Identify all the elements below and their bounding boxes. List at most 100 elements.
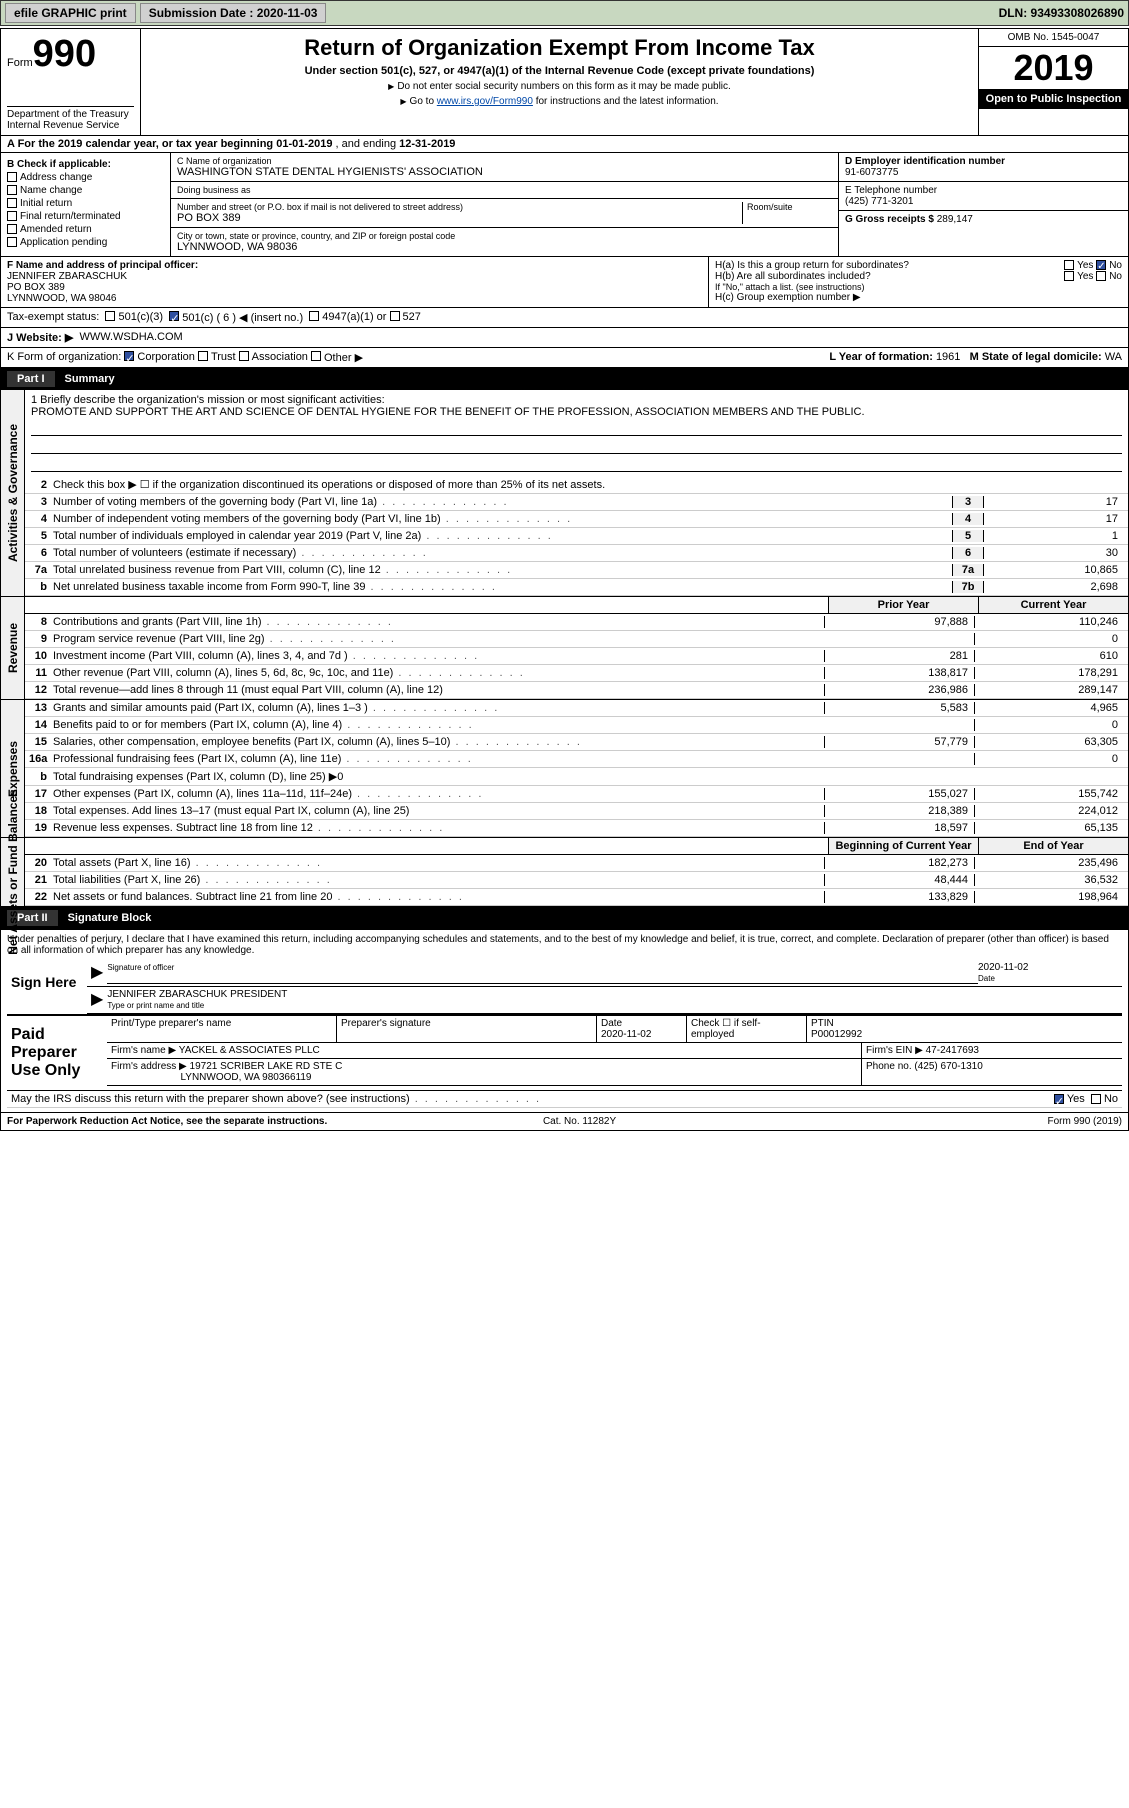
revenue-section: Revenue Prior YearCurrent Year 8Contribu… — [1, 597, 1128, 700]
officer-name-title: JENNIFER ZBARASCHUK PRESIDENT — [107, 989, 287, 1000]
side-revenue: Revenue — [1, 597, 25, 699]
form-prefix: Form — [7, 57, 33, 69]
chk-address-change[interactable] — [7, 172, 17, 182]
line-10-cy: 610 — [974, 650, 1124, 662]
chk-501c3[interactable] — [105, 311, 115, 321]
line-13-cy: 4,965 — [974, 702, 1124, 714]
chk-name-change[interactable] — [7, 185, 17, 195]
row-f-h: F Name and address of principal officer:… — [1, 257, 1128, 308]
street-address: PO BOX 389 — [177, 212, 742, 224]
chk-application-pending[interactable] — [7, 237, 17, 247]
section-h: H(a) Is this a group return for subordin… — [708, 257, 1128, 307]
section-b: B Check if applicable: Address change Na… — [1, 153, 171, 256]
firm-phone: (425) 670-1310 — [914, 1061, 982, 1072]
line-15-cy: 63,305 — [974, 736, 1124, 748]
chk-discuss-no[interactable] — [1091, 1094, 1101, 1104]
header-left: Form 990 Department of the Treasury Inte… — [1, 29, 141, 135]
form-990-2019: Form 990 (2019) — [1047, 1116, 1121, 1127]
ein: 91-6073775 — [845, 167, 1122, 178]
form-header: Form 990 Department of the Treasury Inte… — [1, 29, 1128, 136]
irs-link[interactable]: www.irs.gov/Form990 — [437, 96, 533, 107]
submission-date: Submission Date : 2020-11-03 — [140, 3, 327, 23]
section-d-e-g: D Employer identification number 91-6073… — [838, 153, 1128, 256]
firm-name: YACKEL & ASSOCIATES PLLC — [179, 1045, 320, 1056]
perjury-statement: Under penalties of perjury, I declare th… — [7, 934, 1122, 956]
chk-501c[interactable]: ✓ — [169, 311, 179, 321]
mission-text: PROMOTE AND SUPPORT THE ART AND SCIENCE … — [31, 406, 1122, 418]
chk-association[interactable] — [239, 351, 249, 361]
line-21-eoy: 36,532 — [974, 874, 1124, 886]
form-subtitle-3: Go to www.irs.gov/Form990 for instructio… — [149, 96, 970, 107]
side-activities: Activities & Governance — [1, 390, 25, 596]
chk-hb-no[interactable] — [1096, 271, 1106, 281]
header-right: OMB No. 1545-0047 2019 Open to Public In… — [978, 29, 1128, 135]
line-14-cy: 0 — [974, 719, 1124, 731]
line-16a-cy: 0 — [974, 753, 1124, 765]
chk-initial-return[interactable] — [7, 198, 17, 208]
gross-receipts: 289,147 — [937, 214, 973, 225]
omb-number: OMB No. 1545-0047 — [979, 29, 1128, 47]
dept-treasury: Department of the Treasury Internal Reve… — [7, 106, 134, 131]
chk-corporation[interactable]: ✓ — [124, 351, 134, 361]
efile-button[interactable]: efile GRAPHIC print — [5, 3, 136, 23]
line-4-value: 17 — [984, 513, 1124, 525]
year-formation: 1961 — [936, 351, 960, 363]
section-f: F Name and address of principal officer:… — [1, 257, 708, 307]
sign-here-label: Sign Here — [7, 960, 87, 1014]
website-url: WWW.WSDHA.COM — [79, 331, 182, 344]
part-1-header: Part I Summary — [1, 368, 1128, 390]
line-9-cy: 0 — [974, 633, 1124, 645]
section-c: C Name of organization WASHINGTON STATE … — [171, 153, 838, 256]
part-2-header: Part II Signature Block — [1, 907, 1128, 929]
ptin: P00012992 — [811, 1029, 862, 1040]
open-to-public: Open to Public Inspection — [979, 89, 1128, 109]
chk-other[interactable] — [311, 351, 321, 361]
form-page: Form 990 Department of the Treasury Inte… — [0, 28, 1129, 1131]
line-12-cy: 289,147 — [974, 684, 1124, 696]
chk-hb-yes[interactable] — [1064, 271, 1074, 281]
firm-address-1: 19721 SCRIBER LAKE RD STE C — [190, 1061, 343, 1072]
line-18-cy: 224,012 — [974, 805, 1124, 817]
state-domicile: WA — [1105, 351, 1122, 363]
line-5-value: 1 — [984, 530, 1124, 542]
line-11-cy: 178,291 — [974, 667, 1124, 679]
top-toolbar: efile GRAPHIC print Submission Date : 20… — [0, 0, 1129, 26]
line-7b-value: 2,698 — [984, 581, 1124, 593]
paperwork-notice: For Paperwork Reduction Act Notice, see … — [7, 1116, 327, 1127]
telephone: (425) 771-3201 — [845, 196, 1122, 207]
chk-527[interactable] — [390, 311, 400, 321]
chk-trust[interactable] — [198, 351, 208, 361]
activities-governance-section: Activities & Governance 1 Briefly descri… — [1, 390, 1128, 597]
row-a-tax-year: A For the 2019 calendar year, or tax yea… — [1, 136, 1128, 153]
sig-date: 2020-11-02 — [978, 962, 1028, 973]
line-6-value: 30 — [984, 547, 1124, 559]
officer-name: JENNIFER ZBARASCHUK — [7, 271, 127, 282]
paid-preparer-label: Paid Preparer Use Only — [7, 1016, 107, 1090]
chk-discuss-yes[interactable]: ✓ — [1054, 1094, 1064, 1104]
form-title: Return of Organization Exempt From Incom… — [149, 35, 970, 61]
city-state-zip: LYNNWOOD, WA 98036 — [177, 241, 832, 253]
paid-preparer-block: Paid Preparer Use Only Print/Type prepar… — [7, 1015, 1122, 1090]
header-center: Return of Organization Exempt From Incom… — [141, 29, 978, 135]
line-19-cy: 65,135 — [974, 822, 1124, 834]
form-number: Form 990 — [7, 33, 134, 76]
chk-ha-no[interactable]: ✓ — [1096, 260, 1106, 270]
row-i-tax-exempt: Tax-exempt status: 501(c)(3) ✓ 501(c) ( … — [1, 308, 1128, 328]
page-footer: For Paperwork Reduction Act Notice, see … — [1, 1112, 1128, 1130]
info-grid: B Check if applicable: Address change Na… — [1, 153, 1128, 257]
cat-no: Cat. No. 11282Y — [543, 1116, 616, 1127]
chk-final-return[interactable] — [7, 211, 17, 221]
chk-4947[interactable] — [309, 311, 319, 321]
form-990: 990 — [33, 33, 96, 76]
chk-amended[interactable] — [7, 224, 17, 234]
chk-ha-yes[interactable] — [1064, 260, 1074, 270]
line-22-eoy: 198,964 — [974, 891, 1124, 903]
line-8-cy: 110,246 — [974, 616, 1124, 628]
net-assets-section: Net Assets or Fund Balances Beginning of… — [1, 838, 1128, 907]
row-j-website: J Website: ▶ WWW.WSDHA.COM — [1, 328, 1128, 348]
form-subtitle-1: Under section 501(c), 527, or 4947(a)(1)… — [149, 65, 970, 77]
preparer-date: 2020-11-02 — [601, 1029, 651, 1040]
line-17-cy: 155,742 — [974, 788, 1124, 800]
org-name: WASHINGTON STATE DENTAL HYGIENISTS' ASSO… — [177, 166, 832, 178]
form-subtitle-2: Do not enter social security numbers on … — [149, 81, 970, 92]
